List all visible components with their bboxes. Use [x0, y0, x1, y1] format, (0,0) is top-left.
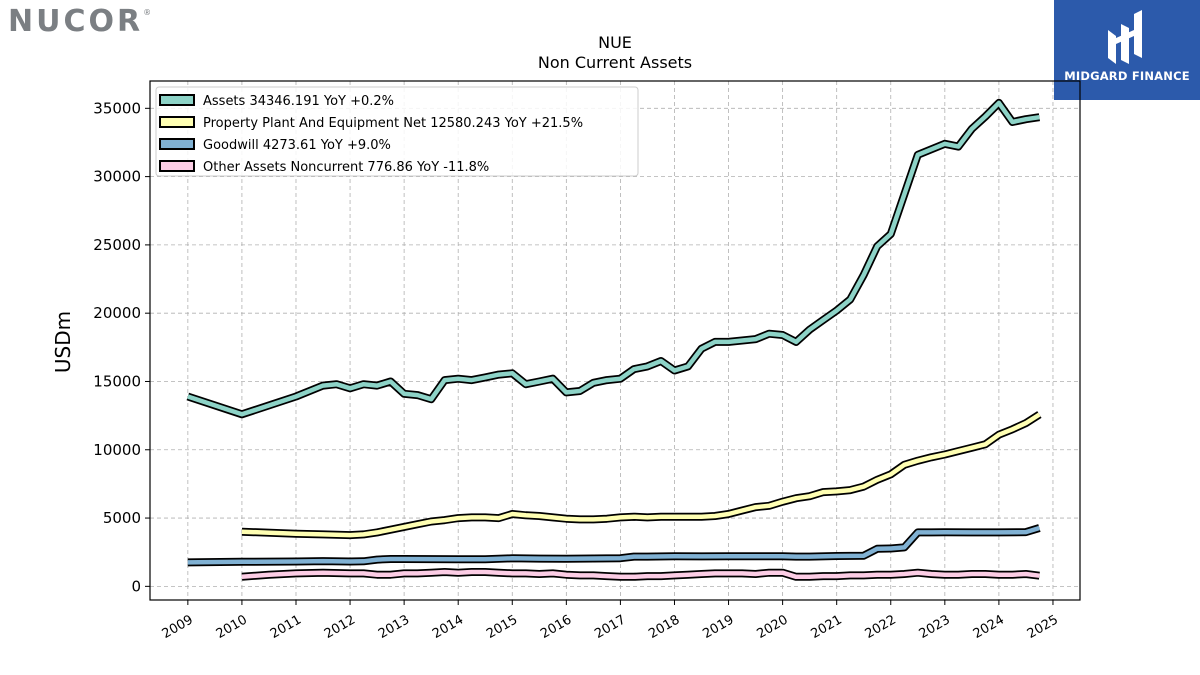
chart-subtitle: Non Current Assets — [538, 53, 692, 72]
x-tick-label: 2018 — [646, 612, 682, 642]
legend-swatch — [159, 116, 195, 128]
x-tick-label: 2013 — [376, 612, 412, 642]
series-line-3 — [241, 569, 1040, 580]
badge-text: MIDGARD FINANCE — [1064, 69, 1190, 83]
x-tick-label: 2009 — [160, 612, 196, 642]
x-tick-label: 2020 — [754, 612, 790, 642]
y-tick-label: 35000 — [93, 99, 141, 117]
x-tick-label: 2011 — [268, 612, 304, 642]
y-tick-label: 10000 — [93, 441, 141, 459]
legend-label: Other Assets Noncurrent 776.86 YoY -11.8… — [203, 160, 489, 175]
x-tick-label: 2025 — [1025, 612, 1061, 642]
y-axis-label: USDm — [51, 311, 75, 373]
y-tick-label: 15000 — [93, 372, 141, 390]
y-tick-label: 25000 — [93, 236, 141, 254]
y-axis: 0 5000 10000 15000 20000 25000 30000 35000 — [93, 99, 150, 595]
series-line-1 — [241, 412, 1041, 538]
legend-label: Goodwill 4273.61 YoY +9.0% — [203, 138, 391, 153]
legend-label: Property Plant And Equipment Net 12580.2… — [203, 116, 583, 131]
plot-frame — [149, 80, 1081, 601]
x-axis: 2009 2010 2011 2012 2013 2014 2015 2016 2017 2018… — [160, 600, 1061, 642]
legend-label: Assets 34346.191 YoY +0.2% — [203, 94, 394, 109]
nucor-logo: NUCOR® — [8, 4, 151, 39]
chart-title: NUE — [598, 33, 632, 52]
registered-mark: ® — [143, 8, 152, 17]
x-tick-label: 2019 — [700, 612, 736, 642]
brand-name: NUCOR — [8, 4, 144, 39]
x-tick-label: 2024 — [971, 612, 1007, 642]
x-tick-label: 2010 — [214, 612, 250, 642]
y-tick-label: 30000 — [93, 168, 141, 186]
x-tick-label: 2022 — [863, 612, 899, 642]
legend: Assets 34346.191 YoY +0.2% Property Plant… — [155, 86, 639, 177]
series-line-0 — [187, 100, 1040, 417]
y-tick-label: 20000 — [93, 304, 141, 322]
legend-box — [155, 86, 639, 177]
series-lines — [186, 98, 1042, 581]
x-tick-label: 2015 — [484, 612, 520, 642]
x-tick-label: 2021 — [809, 612, 845, 642]
midgard-finance-badge: MIDGARD FINANCE — [1054, 0, 1200, 100]
x-tick-label: 2012 — [322, 612, 358, 642]
series-line-2 — [187, 525, 1041, 565]
x-tick-label: 2014 — [430, 612, 466, 642]
x-tick-label: 2016 — [538, 612, 574, 642]
legend-swatch — [159, 160, 195, 172]
midgard-logo-icon — [1108, 10, 1142, 64]
x-tick-label: 2023 — [917, 612, 953, 642]
x-tick-label: 2017 — [592, 612, 628, 642]
y-tick-label: 0 — [131, 577, 141, 595]
legend-swatch — [159, 138, 195, 150]
y-tick-label: 5000 — [103, 509, 141, 527]
legend-swatch — [159, 94, 195, 106]
